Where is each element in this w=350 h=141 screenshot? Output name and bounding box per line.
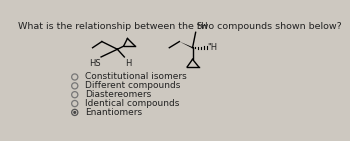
Text: Different compounds: Different compounds	[85, 81, 180, 90]
Text: HS: HS	[89, 59, 100, 68]
Text: Enantiomers: Enantiomers	[85, 108, 142, 117]
Text: What is the relationship between the two compounds shown below?: What is the relationship between the two…	[18, 22, 341, 31]
Text: Diastereomers: Diastereomers	[85, 90, 151, 99]
Text: H: H	[125, 59, 132, 68]
Text: Identical compounds: Identical compounds	[85, 99, 179, 108]
Text: Constitutional isomers: Constitutional isomers	[85, 72, 187, 81]
Text: "H: "H	[207, 43, 217, 52]
Circle shape	[73, 111, 76, 114]
Polygon shape	[179, 42, 193, 48]
Text: SH: SH	[196, 22, 208, 31]
